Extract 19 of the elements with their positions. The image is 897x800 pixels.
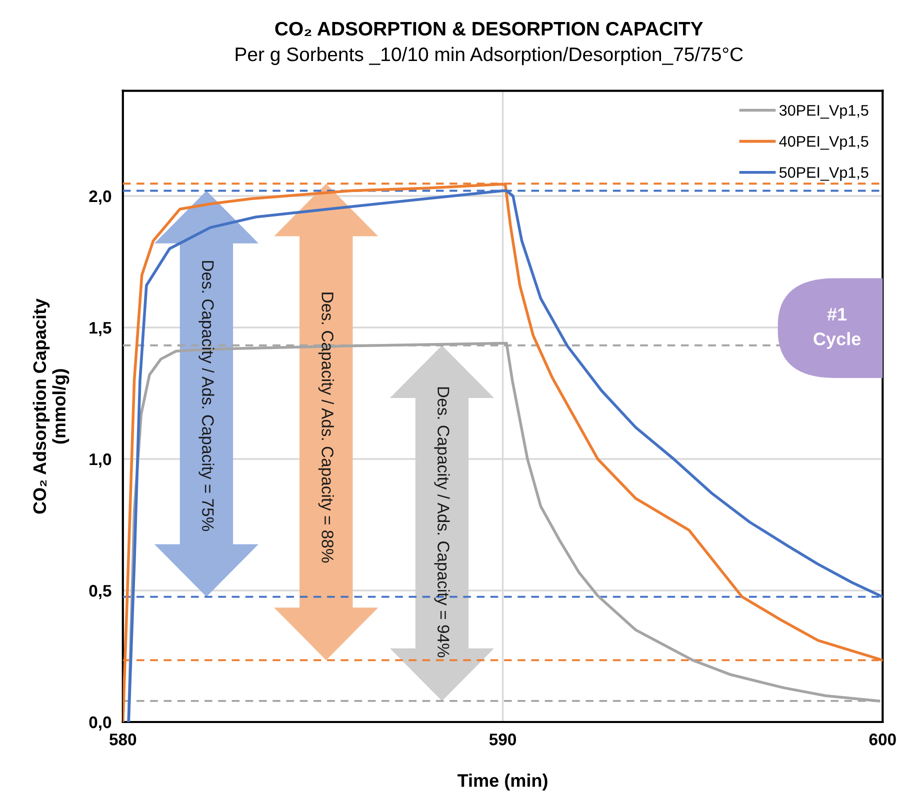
chart-title: CO₂ ADSORPTION & DESORPTION CAPACITY — [275, 22, 703, 36]
y-tick-label: 0,5 — [89, 584, 112, 600]
x-tick-label: 600 — [869, 734, 896, 746]
y-axis-title: CO₂ Adsorption Capacity (mmol/g) — [32, 298, 70, 514]
annotation: #1 Cycle — [814, 308, 861, 349]
legend-label: 30PEI_Vp1,5 — [779, 104, 868, 119]
y-tick-label: 1,5 — [90, 322, 112, 336]
annotation: Des. Capacity / Ads. Capacity = 75% — [198, 261, 214, 532]
y-tick-label: 1,0 — [90, 453, 112, 468]
x-tick-label: 580 — [110, 734, 136, 746]
x-axis-title: Time (min) — [457, 774, 548, 790]
legend-label: 50PEI_Vp1,5 — [779, 167, 868, 181]
annotation: Des. Capacity / Ads. Capacity = 88% — [318, 292, 334, 563]
chart-subtitle: Per g Sorbents _10/10 min Adsorption/Desorption_75/75°C — [236, 46, 743, 66]
legend-label: 40PEI_Vp1,5 — [779, 136, 868, 150]
y-tick-label: 2,0 — [89, 190, 112, 205]
y-tick-label: 0,0 — [89, 716, 112, 731]
annotation: Des. Capacity / Ads. Capacity = 94% — [434, 387, 450, 658]
x-tick-label: 590 — [489, 734, 516, 746]
